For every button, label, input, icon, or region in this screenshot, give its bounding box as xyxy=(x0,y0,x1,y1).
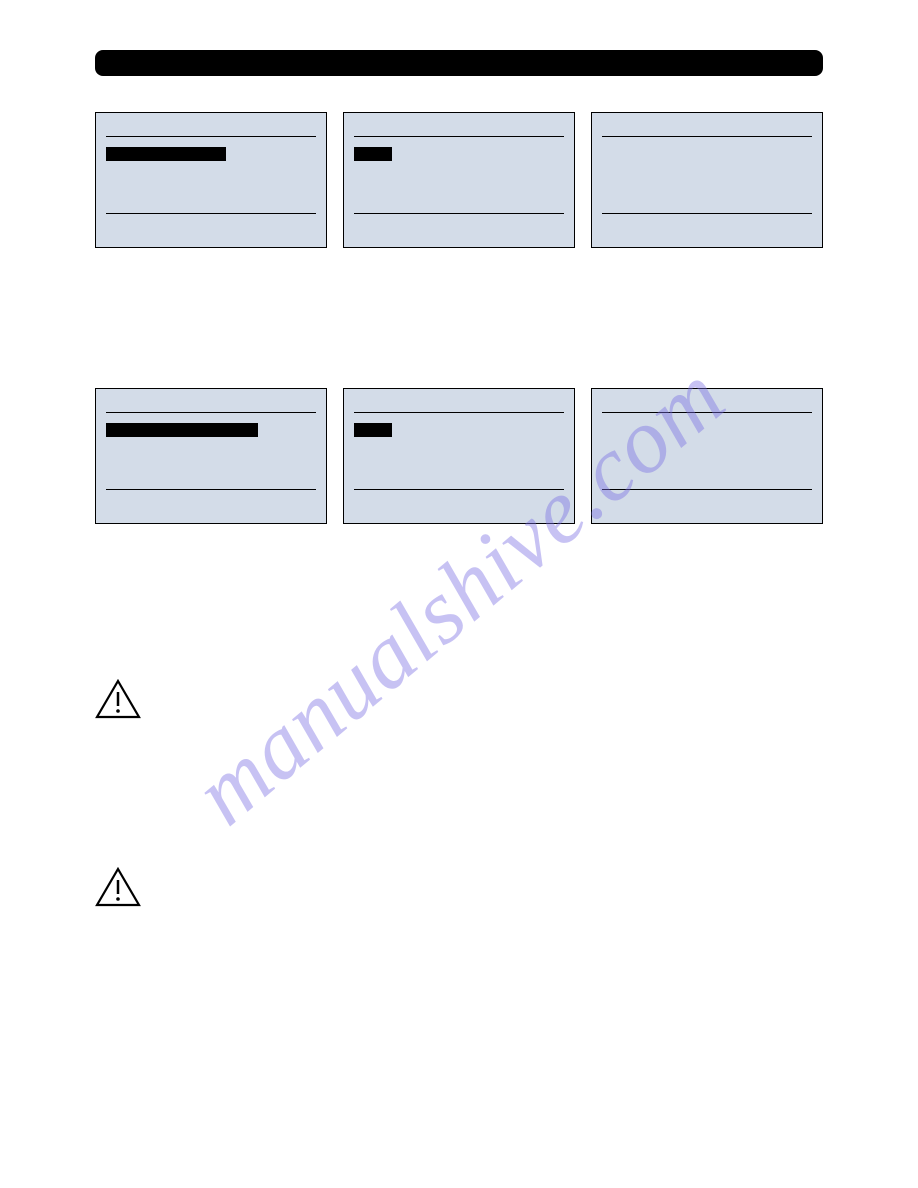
panel-row-2 xyxy=(95,388,823,524)
warning-triangle-icon xyxy=(95,867,141,907)
panel-divider xyxy=(602,213,812,237)
caution-block-2 xyxy=(95,867,823,920)
panel-divider xyxy=(602,121,812,137)
panel-divider xyxy=(602,397,812,413)
panel-divider xyxy=(106,397,316,413)
panel-2-2 xyxy=(343,388,575,524)
panel-1-2 xyxy=(343,112,575,248)
panel-body xyxy=(106,413,316,489)
redacted-text xyxy=(106,147,226,161)
panel-divider xyxy=(106,121,316,137)
page-container xyxy=(0,0,918,970)
panel-divider xyxy=(354,121,564,137)
panel-body xyxy=(106,137,316,213)
panel-1-3 xyxy=(591,112,823,248)
panel-divider xyxy=(354,489,564,513)
panel-body xyxy=(354,137,564,213)
panel-row-1 xyxy=(95,112,823,248)
panel-2-3 xyxy=(591,388,823,524)
panel-body xyxy=(602,137,812,213)
panel-body xyxy=(602,413,812,489)
panel-body xyxy=(354,413,564,489)
redacted-text xyxy=(354,423,392,437)
header-bar xyxy=(95,50,823,76)
redacted-text xyxy=(354,147,392,161)
panel-divider xyxy=(602,489,812,513)
panel-divider xyxy=(106,489,316,513)
panel-divider xyxy=(106,213,316,237)
panel-divider xyxy=(354,397,564,413)
redacted-text xyxy=(106,423,258,437)
panel-1-1 xyxy=(95,112,327,248)
caution-block-1 xyxy=(95,679,823,732)
warning-triangle-icon xyxy=(95,679,141,719)
panel-divider xyxy=(354,213,564,237)
panel-2-1 xyxy=(95,388,327,524)
